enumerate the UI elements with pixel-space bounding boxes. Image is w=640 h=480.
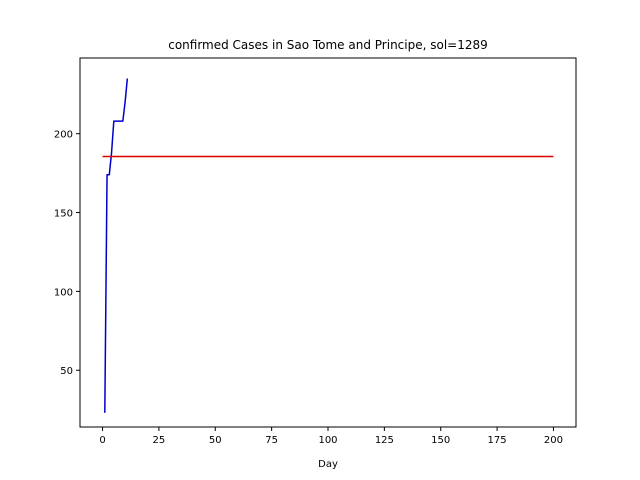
x-tick-label: 125 xyxy=(375,435,394,446)
y-tick-label: 100 xyxy=(54,287,73,298)
x-tick-label: 25 xyxy=(153,435,166,446)
x-tick-label: 200 xyxy=(544,435,563,446)
plot-area xyxy=(102,78,554,413)
y-axis: 50 100 150 200 xyxy=(54,130,80,377)
y-tick-label: 200 xyxy=(54,130,73,141)
series-line-0 xyxy=(104,78,129,413)
x-tick-label: 150 xyxy=(431,435,450,446)
x-tick-label: 175 xyxy=(488,435,507,446)
y-tick-label: 150 xyxy=(54,209,73,220)
x-axis-label: Day xyxy=(318,459,338,470)
chart-title: confirmed Cases in Sao Tome and Principe… xyxy=(168,38,488,52)
x-tick-label: 100 xyxy=(318,435,337,446)
x-tick-label: 75 xyxy=(265,435,278,446)
x-tick-label: 50 xyxy=(209,435,222,446)
x-tick-label: 0 xyxy=(99,435,105,446)
y-tick-label: 50 xyxy=(60,366,73,377)
x-axis: 0 25 50 75 100 125 150 175 200 xyxy=(99,427,563,446)
